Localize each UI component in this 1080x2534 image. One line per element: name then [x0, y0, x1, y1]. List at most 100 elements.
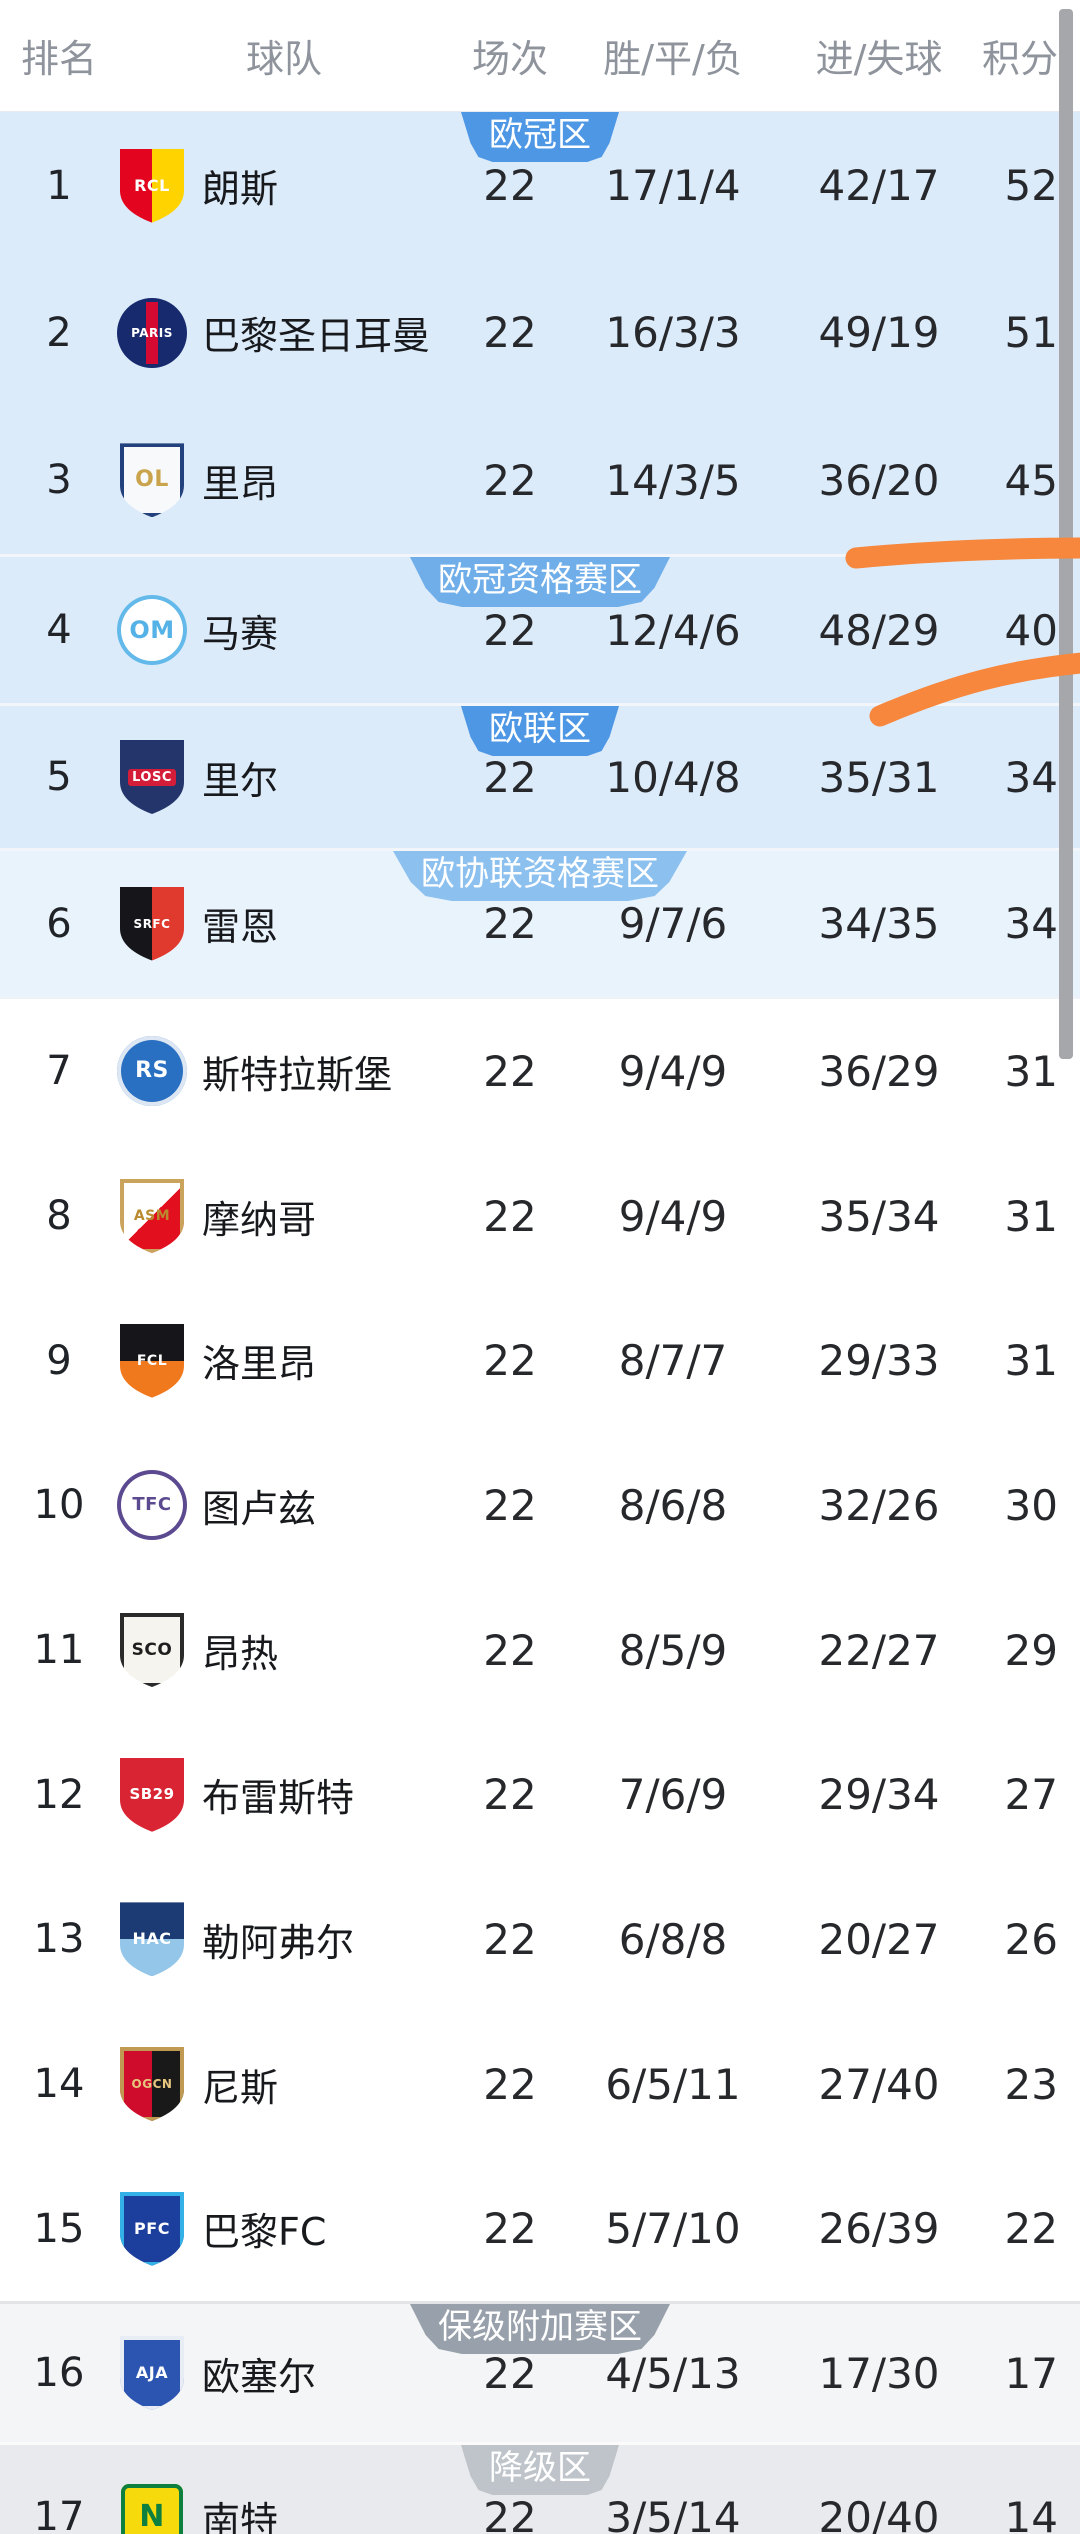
- logo-abbreviation: SRFC: [133, 916, 171, 931]
- team-logo-icon: SB29: [120, 1758, 184, 1832]
- table-row[interactable]: 11 SCO 昂热 22 8/5/9 22/27 29: [0, 1578, 1080, 1723]
- wdl-cell: 6/8/8: [618, 1914, 728, 1964]
- goals-cell: 35/31: [818, 752, 940, 802]
- wdl-cell: 8/5/9: [618, 1625, 728, 1675]
- team-name: 巴黎FC: [202, 2210, 327, 2255]
- zone-badge: 降级区: [461, 2445, 619, 2495]
- table-row[interactable]: 10 TFC 图卢兹 22 8/6/8 32/26 30: [0, 1433, 1080, 1578]
- rank-cell: 1: [46, 162, 72, 209]
- team-logo-icon: AJA: [120, 2336, 184, 2410]
- goals-cell: 17/30: [818, 2348, 940, 2398]
- team-name: 斯特拉斯堡: [202, 1052, 393, 1097]
- logo-abbreviation: OGCN: [131, 2077, 173, 2092]
- played-cell: 22: [483, 1914, 537, 1964]
- points-cell: 31: [1004, 1336, 1058, 1386]
- team-name: 巴黎圣日耳曼: [202, 314, 431, 359]
- rank-cell: 10: [33, 1482, 85, 1529]
- table-row[interactable]: 1 RCL 朗斯 22 17/1/4 42/17 52: [0, 112, 1080, 259]
- header-played: 场次: [471, 37, 548, 81]
- points-cell: 23: [1004, 2059, 1058, 2109]
- rank-cell: 9: [46, 1337, 72, 1384]
- team-name: 里昂: [202, 461, 279, 506]
- rank-cell: 14: [33, 2061, 85, 2108]
- table-row[interactable]: 13 HAC 勒阿弗尔 22 6/8/8 20/27 26: [0, 1867, 1080, 2012]
- wdl-cell: 8/6/8: [618, 1480, 728, 1530]
- goals-cell: 32/26: [818, 1480, 940, 1530]
- team-logo-icon: PARIS: [117, 297, 187, 368]
- played-cell: 22: [483, 2204, 537, 2254]
- logo-abbreviation: FCL: [136, 1352, 168, 1369]
- points-cell: 22: [1004, 2204, 1058, 2254]
- wdl-cell: 10/4/8: [605, 752, 741, 802]
- team-logo-icon: N: [121, 2484, 183, 2534]
- logo-abbreviation: N: [139, 2499, 165, 2534]
- goals-cell: 20/40: [818, 2492, 940, 2534]
- zone-block: 欧联区 5 LOSC 里尔 22 10/4/8 35/31 34: [0, 703, 1080, 848]
- goals-cell: 29/34: [818, 1770, 940, 1820]
- logo-abbreviation: HAC: [132, 1929, 172, 1949]
- table-row[interactable]: 3 OL 里昂 22 14/3/5 36/20 45: [0, 407, 1080, 554]
- wdl-cell: 12/4/6: [605, 605, 741, 655]
- rank-cell: 6: [46, 900, 72, 947]
- zone-rows: 1 RCL 朗斯 22 17/1/4 42/17 52 2 PARIS 巴黎圣日…: [0, 112, 1080, 554]
- table-row[interactable]: 6 SRFC 雷恩 22 9/7/6 34/35 34: [0, 851, 1080, 996]
- team-logo-icon: LOSC: [120, 740, 184, 814]
- wdl-cell: 7/6/9: [618, 1770, 728, 1820]
- team-name: 图卢兹: [202, 1486, 317, 1531]
- table-row[interactable]: 5 LOSC 里尔 22 10/4/8 35/31 34: [0, 706, 1080, 848]
- team-logo-icon: FCL: [120, 1324, 184, 1398]
- logo-abbreviation: PFC: [134, 2218, 170, 2238]
- table-row[interactable]: 7 RS 斯特拉斯堡 22 9/4/9 36/29 31: [0, 999, 1080, 1144]
- wdl-cell: 3/5/14: [605, 2492, 741, 2534]
- header-rank: 排名: [20, 37, 97, 81]
- table-row[interactable]: 15 PFC 巴黎FC 22 5/7/10 26/39 22: [0, 2156, 1080, 2301]
- zone-rows: 6 SRFC 雷恩 22 9/7/6 34/35 34: [0, 851, 1080, 996]
- team-name: 布雷斯特: [202, 1776, 355, 1821]
- scrollbar-thumb[interactable]: [1059, 9, 1073, 1059]
- team-logo-icon: SCO: [120, 1613, 184, 1687]
- goals-cell: 22/27: [818, 1625, 940, 1675]
- table-row[interactable]: 9 FCL 洛里昂 22 8/7/7 29/33 31: [0, 1288, 1080, 1433]
- played-cell: 22: [483, 308, 537, 358]
- logo-abbreviation: PARIS: [131, 325, 173, 340]
- zone-block: 欧协联资格赛区 6 SRFC 雷恩 22 9/7/6 34/35 34: [0, 848, 1080, 996]
- table-row[interactable]: 4 OM 马赛 22 12/4/6 48/29 40: [0, 557, 1080, 703]
- rank-cell: 17: [33, 2494, 85, 2534]
- wdl-cell: 4/5/13: [605, 2348, 741, 2398]
- goals-cell: 42/17: [818, 161, 940, 211]
- team-logo-icon: OM: [117, 595, 187, 665]
- table-row[interactable]: 12 SB29 布雷斯特 22 7/6/9 29/34 27: [0, 1722, 1080, 1867]
- logo-abbreviation: AJA: [135, 2363, 169, 2382]
- team-logo-icon: OL: [120, 443, 184, 517]
- zone-badge: 欧联区: [461, 706, 619, 756]
- header-team: 球队: [245, 37, 322, 81]
- points-cell: 26: [1004, 1914, 1058, 1964]
- table-row[interactable]: 2 PARIS 巴黎圣日耳曼 22 16/3/3 49/19 51: [0, 259, 1080, 406]
- table-row[interactable]: 14 OGCN 尼斯 22 6/5/11 27/40 23: [0, 2012, 1080, 2157]
- header-points: 积分: [982, 37, 1059, 81]
- team-logo-icon: TFC: [117, 1470, 187, 1541]
- logo-abbreviation: OM: [129, 616, 175, 644]
- played-cell: 22: [483, 2059, 537, 2109]
- rank-cell: 4: [46, 607, 72, 653]
- wdl-cell: 9/4/9: [618, 1191, 728, 1241]
- table-row[interactable]: 16 AJA 欧塞尔 22 4/5/13 17/30 17: [0, 2304, 1080, 2442]
- team-name: 勒阿弗尔: [202, 1920, 355, 1965]
- played-cell: 22: [483, 1336, 537, 1386]
- points-cell: 31: [1004, 1046, 1058, 1096]
- goals-cell: 26/39: [818, 2204, 940, 2254]
- team-logo-icon: HAC: [120, 1902, 184, 1976]
- wdl-cell: 6/5/11: [605, 2059, 741, 2109]
- points-cell: 27: [1004, 1770, 1058, 1820]
- logo-abbreviation: SCO: [131, 1639, 173, 1660]
- team-name: 昂热: [202, 1631, 279, 1676]
- team-name: 南特: [202, 2498, 279, 2534]
- table-row[interactable]: 17 N 南特 22 3/5/14 20/40 14: [0, 2445, 1080, 2534]
- table-row[interactable]: 8 ASM 摩纳哥 22 9/4/9 35/34 31: [0, 1144, 1080, 1289]
- team-logo-icon: OGCN: [120, 2047, 184, 2121]
- wdl-cell: 16/3/3: [605, 308, 741, 358]
- team-logo-icon: PFC: [120, 2192, 184, 2266]
- logo-abbreviation: OL: [135, 467, 169, 493]
- zone-block: 欧冠区 1 RCL 朗斯 22 17/1/4 42/17 52 2 PARIS …: [0, 112, 1080, 554]
- zone-block: 7 RS 斯特拉斯堡 22 9/4/9 36/29 31 8 ASM 摩纳哥 2…: [0, 996, 1080, 2301]
